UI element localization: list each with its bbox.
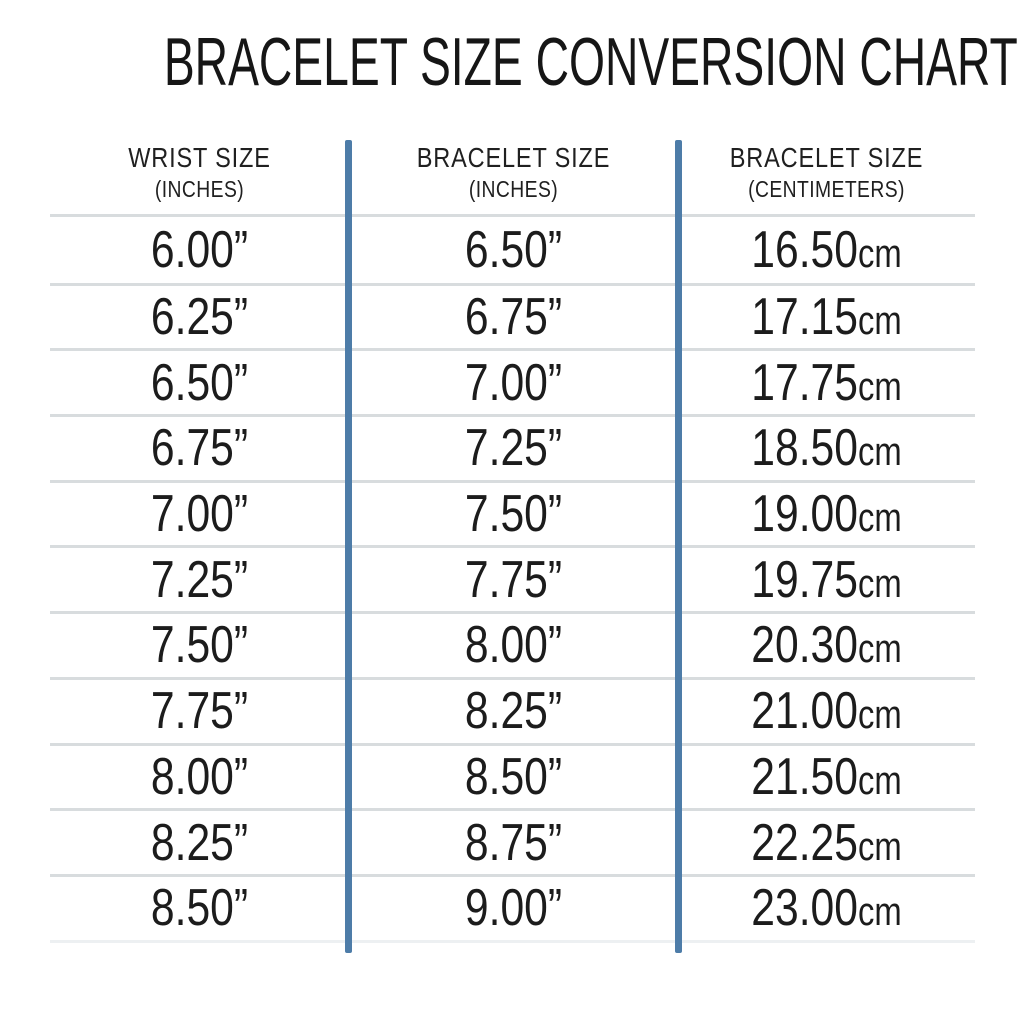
wrist-size-inches-value: 6.75” — [150, 419, 249, 478]
column-divider-left — [345, 140, 352, 953]
bracelet-size-cm-value: 21.00cm — [751, 682, 902, 741]
bracelet-size-cm-value: 19.00cm — [751, 485, 902, 544]
bracelet-size-cm-value: 18.50cm — [751, 419, 902, 478]
table-row: 6.00” 6.50” 16.50cm — [50, 217, 975, 283]
table-row: 8.25” 8.75” 22.25cm — [50, 808, 975, 874]
cm-unit-label: cm — [857, 627, 902, 672]
wrist-size-inches-value: 8.50” — [150, 879, 249, 938]
table-row: 7.00” 7.50” 19.00cm — [50, 479, 975, 546]
column-header-bracelet-size-cm: BRACELET SIZE (CENTIMETERS) — [702, 140, 951, 214]
cm-unit-label: cm — [857, 299, 902, 344]
column-label: WRIST SIZE — [128, 142, 271, 173]
wrist-size-inches-value: 6.50” — [150, 353, 249, 412]
bracelet-size-inches-value: 8.75” — [464, 813, 563, 872]
table-row: 6.75” 7.25” 18.50cm — [50, 414, 975, 480]
column-unit-label: (CENTIMETERS) — [748, 176, 905, 202]
table-row: 7.25” 7.75” 19.75cm — [50, 545, 975, 611]
table-row: 6.50” 7.00” 17.75cm — [50, 348, 975, 414]
table-row: 7.50” 8.00” 20.30cm — [50, 611, 975, 677]
bracelet-size-cm-value: 17.75cm — [751, 353, 902, 412]
bracelet-size-cm-value: 20.30cm — [751, 616, 902, 675]
bracelet-size-cm-value: 23.00cm — [751, 879, 902, 938]
bracelet-size-inches-value: 7.00” — [464, 353, 563, 412]
table-rows: 6.00” 6.50” 16.50cm 6.25” 6.75” 17.15cm … — [50, 214, 975, 943]
bracelet-size-cm-value: 17.15cm — [751, 288, 902, 347]
cm-unit-label: cm — [857, 496, 902, 541]
bracelet-size-cm-value: 22.25cm — [751, 813, 902, 872]
bracelet-size-cm-value: 16.50cm — [751, 220, 902, 279]
column-header-wrist-size: WRIST SIZE (INCHES) — [74, 140, 325, 214]
cm-unit-label: cm — [857, 758, 902, 803]
bracelet-size-cm-value: 21.50cm — [751, 747, 902, 806]
wrist-size-inches-value: 7.50” — [150, 616, 249, 675]
table-row: 6.25” 6.75” 17.15cm — [50, 282, 975, 349]
column-unit-label: (INCHES) — [154, 176, 245, 202]
column-label: BRACELET SIZE — [729, 142, 924, 173]
cm-unit-label: cm — [857, 364, 902, 409]
wrist-size-inches-value: 8.25” — [150, 813, 249, 872]
column-label: BRACELET SIZE — [416, 142, 611, 173]
wrist-size-inches-value: 6.00” — [150, 220, 249, 279]
bracelet-size-inches-value: 8.25” — [464, 682, 563, 741]
column-divider-right — [675, 140, 682, 953]
bracelet-size-inches-value: 6.75” — [464, 288, 563, 347]
bracelet-size-inches-value: 7.50” — [464, 485, 563, 544]
bracelet-size-inches-value: 7.25” — [464, 419, 563, 478]
column-unit-label: (INCHES) — [468, 176, 559, 202]
bracelet-size-inches-value: 9.00” — [464, 879, 563, 938]
bracelet-size-inches-value: 7.75” — [464, 550, 563, 609]
cm-unit-label: cm — [857, 824, 902, 869]
wrist-size-inches-value: 7.25” — [150, 550, 249, 609]
cm-unit-label: cm — [857, 890, 902, 935]
wrist-size-inches-value: 7.75” — [150, 682, 249, 741]
table-row: 7.75” 8.25” 21.00cm — [50, 676, 975, 743]
table-header-row: WRIST SIZE (INCHES) BRACELET SIZE (INCHE… — [50, 140, 975, 214]
table-row: 8.00” 8.50” 21.50cm — [50, 742, 975, 809]
page-title: BRACELET SIZE CONVERSION CHART — [163, 24, 1018, 100]
cm-unit-label: cm — [857, 693, 902, 738]
bracelet-size-inches-value: 8.50” — [464, 747, 563, 806]
conversion-table: WRIST SIZE (INCHES) BRACELET SIZE (INCHE… — [50, 140, 975, 943]
cm-unit-label: cm — [857, 430, 902, 475]
wrist-size-inches-value: 6.25” — [150, 288, 249, 347]
column-header-bracelet-size-inches: BRACELET SIZE (INCHES) — [375, 140, 651, 214]
bracelet-size-cm-value: 19.75cm — [751, 550, 902, 609]
cm-unit-label: cm — [857, 561, 902, 606]
table-row: 8.50” 9.00” 23.00cm — [50, 873, 975, 940]
bracelet-size-inches-value: 6.50” — [464, 220, 563, 279]
wrist-size-inches-value: 7.00” — [150, 485, 249, 544]
bracelet-size-inches-value: 8.00” — [464, 616, 563, 675]
wrist-size-inches-value: 8.00” — [150, 747, 249, 806]
cm-unit-label: cm — [857, 231, 902, 276]
